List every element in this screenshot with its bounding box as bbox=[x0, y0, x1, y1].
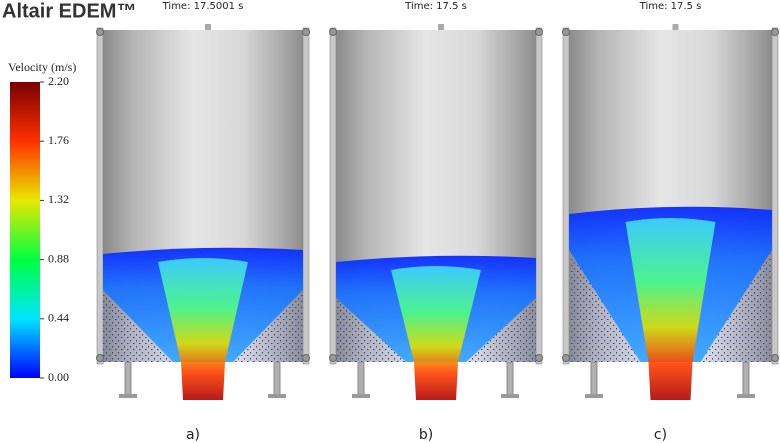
bolt bbox=[96, 354, 104, 362]
silo-foot bbox=[585, 394, 603, 398]
silo-leg bbox=[506, 361, 514, 397]
colorbar-tick-label: 0.44 bbox=[48, 311, 69, 325]
bolt bbox=[302, 28, 310, 36]
panel-label: b) bbox=[419, 427, 433, 443]
silo-leg bbox=[590, 361, 598, 397]
particle-core bbox=[391, 266, 481, 400]
bolt bbox=[302, 354, 310, 362]
colorbar bbox=[10, 82, 40, 378]
silo-rail bbox=[329, 27, 337, 365]
time-label: Time: 17.5001 s bbox=[162, 1, 244, 12]
silo-leg bbox=[742, 361, 750, 397]
silo-foot bbox=[501, 394, 519, 398]
silo-leg bbox=[273, 361, 281, 397]
silo-leg bbox=[124, 361, 132, 397]
silo-rail bbox=[302, 27, 310, 365]
logo: Altair EDEM™ bbox=[2, 0, 136, 22]
silo-foot bbox=[352, 394, 370, 398]
time-label: Time: 17.5 s bbox=[639, 1, 702, 12]
silo-foot bbox=[268, 394, 286, 398]
particle-sides bbox=[336, 298, 536, 362]
colorbar-title: Velocity (m/s) bbox=[8, 60, 76, 74]
bolt bbox=[329, 354, 337, 362]
colorbar-tick-label: 1.32 bbox=[48, 192, 69, 206]
colorbar-tick-label: 0.00 bbox=[48, 370, 69, 384]
colorbar-tick-label: 1.76 bbox=[48, 133, 69, 147]
silo-rail bbox=[562, 27, 570, 365]
particle-sides bbox=[569, 250, 772, 362]
silo-foot bbox=[119, 394, 137, 398]
silo-leg bbox=[357, 361, 365, 397]
silo-cap bbox=[672, 24, 679, 30]
bolt bbox=[96, 28, 104, 36]
silo-rail bbox=[771, 27, 779, 365]
colorbar-tick-label: 0.88 bbox=[48, 251, 69, 265]
silo-foot bbox=[737, 394, 755, 398]
silo-rail bbox=[535, 27, 543, 365]
silo-cap bbox=[205, 24, 211, 30]
particle-sides bbox=[103, 290, 303, 362]
bolt bbox=[329, 28, 337, 36]
bolt bbox=[562, 28, 570, 36]
particle-core bbox=[625, 218, 716, 400]
panel-label: c) bbox=[654, 427, 667, 443]
bolt bbox=[562, 354, 570, 362]
panel-label: a) bbox=[186, 427, 200, 443]
silo-cap bbox=[438, 24, 444, 30]
time-label: Time: 17.5 s bbox=[404, 1, 467, 12]
bolt bbox=[535, 354, 543, 362]
particle-core bbox=[158, 258, 248, 400]
bolt bbox=[535, 28, 543, 36]
silo-rail bbox=[96, 27, 104, 365]
colorbar-tick-label: 2.20 bbox=[48, 74, 69, 88]
bolt bbox=[771, 354, 779, 362]
bolt bbox=[771, 28, 779, 36]
